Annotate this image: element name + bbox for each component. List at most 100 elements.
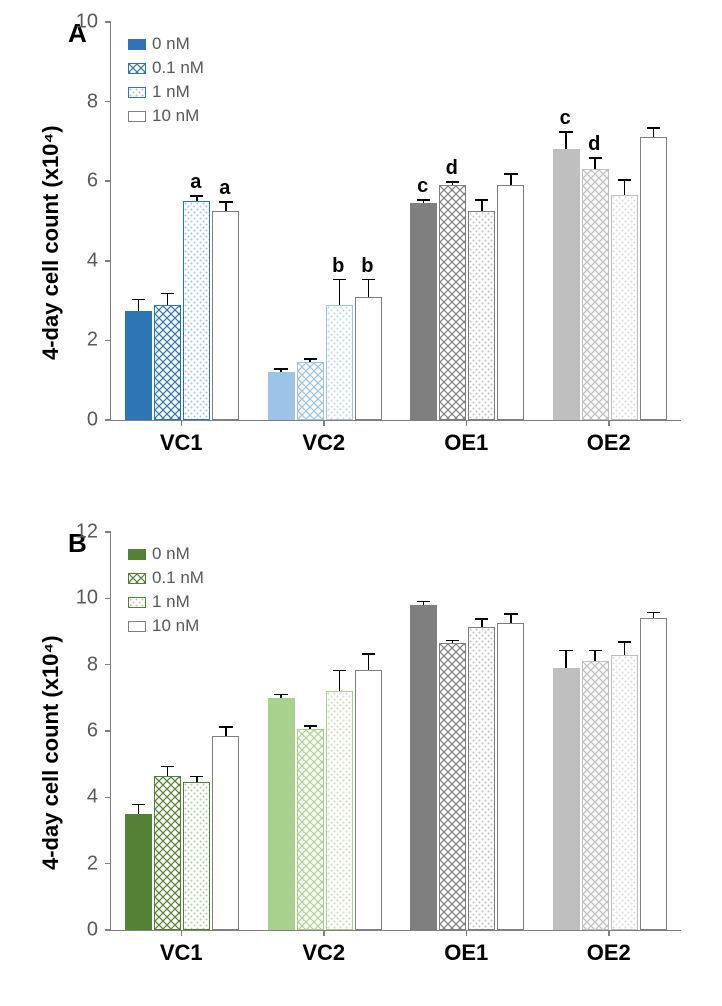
x-tick-label: OE2 [587,430,631,456]
bar [326,691,353,930]
legend-swatch [128,39,146,50]
y-tick-label: 6 [87,170,98,193]
x-tick-label: VC2 [302,430,345,456]
error-cap [333,279,346,281]
error-cap [219,201,232,203]
error-cap [504,613,517,615]
error-bar [368,653,370,670]
error-cap [559,131,572,133]
error-cap [132,804,145,806]
legend-label: 0 nM [152,34,190,54]
legend-item: 0.1 nM [128,568,204,588]
error-cap [417,601,430,603]
y-tick-label: 2 [87,852,98,875]
error-cap [618,641,631,643]
bar-annotation: c [560,107,571,130]
error-cap [333,670,346,672]
bar [355,297,382,420]
y-axis-label: 4-day cell count (x10⁴) [38,635,64,870]
bar-annotation: a [190,171,201,194]
bar [268,372,295,420]
legend-item: 0 nM [128,34,204,54]
legend-swatch [128,111,146,122]
legend-swatch [128,597,146,608]
x-tick-label: OE1 [444,430,488,456]
legend-swatch [128,549,146,560]
legend-item: 0.1 nM [128,58,204,78]
bar [212,211,239,420]
bar [553,149,580,420]
bar [183,782,210,930]
error-cap [446,181,459,183]
bar [212,736,239,930]
legend-label: 0.1 nM [152,568,204,588]
bar [125,311,152,420]
bar-annotation: b [361,255,373,278]
legend: 0 nM 0.1 nM 1 nM 10 nM [128,34,204,130]
y-tick-label: 6 [87,720,98,743]
legend-item: 0 nM [128,544,204,564]
y-tick-label: 0 [87,409,98,432]
error-cap [132,299,145,301]
bar [154,305,181,420]
legend-swatch [128,573,146,584]
bar-annotation: b [332,255,344,278]
legend-item: 1 nM [128,82,204,102]
error-cap [589,650,602,652]
bar [468,211,495,420]
bar [355,670,382,930]
error-bar [594,157,596,169]
legend-swatch [128,63,146,74]
y-axis-label: 4-day cell count (x10⁴) [38,125,64,360]
bar [553,668,580,930]
bar [468,627,495,930]
error-cap [559,650,572,652]
figure-root: A4-day cell count (x10⁴)0246810VC1aaVC2b… [0,0,722,1006]
error-cap [362,653,375,655]
error-bar [624,641,626,654]
error-cap [161,293,174,295]
error-bar [481,199,483,211]
error-cap [475,618,488,620]
error-cap [618,179,631,181]
bar [611,655,638,930]
bar-annotation: c [417,175,428,198]
legend-label: 1 nM [152,592,190,612]
error-cap [362,279,375,281]
bar [326,305,353,420]
error-cap [304,358,317,360]
legend-label: 1 nM [152,82,190,102]
bar [268,698,295,930]
legend-swatch [128,87,146,98]
bar [640,618,667,930]
bar [183,201,210,420]
y-tick-label: 4 [87,249,98,272]
y-tick-label: 8 [87,90,98,113]
bar [640,137,667,420]
error-bar [594,650,596,662]
error-bar [138,299,140,311]
error-cap [417,199,430,201]
error-bar [510,173,512,185]
error-cap [219,726,232,728]
error-cap [274,368,287,370]
y-tick-label: 12 [76,521,98,544]
error-bar [624,179,626,195]
bar [410,203,437,420]
legend-item: 10 nM [128,106,204,126]
bar-annotation: a [219,177,230,200]
x-tick-label: VC1 [160,430,203,456]
bar [297,362,324,420]
bar [611,195,638,420]
legend-item: 10 nM [128,616,204,636]
error-cap [274,694,287,696]
x-tick-label: VC1 [160,940,203,966]
bar [154,776,181,930]
bar [497,185,524,420]
error-cap [589,157,602,159]
bar [125,814,152,930]
error-bar [368,279,370,297]
error-cap [304,725,317,727]
error-bar [565,650,567,668]
bar [497,623,524,930]
